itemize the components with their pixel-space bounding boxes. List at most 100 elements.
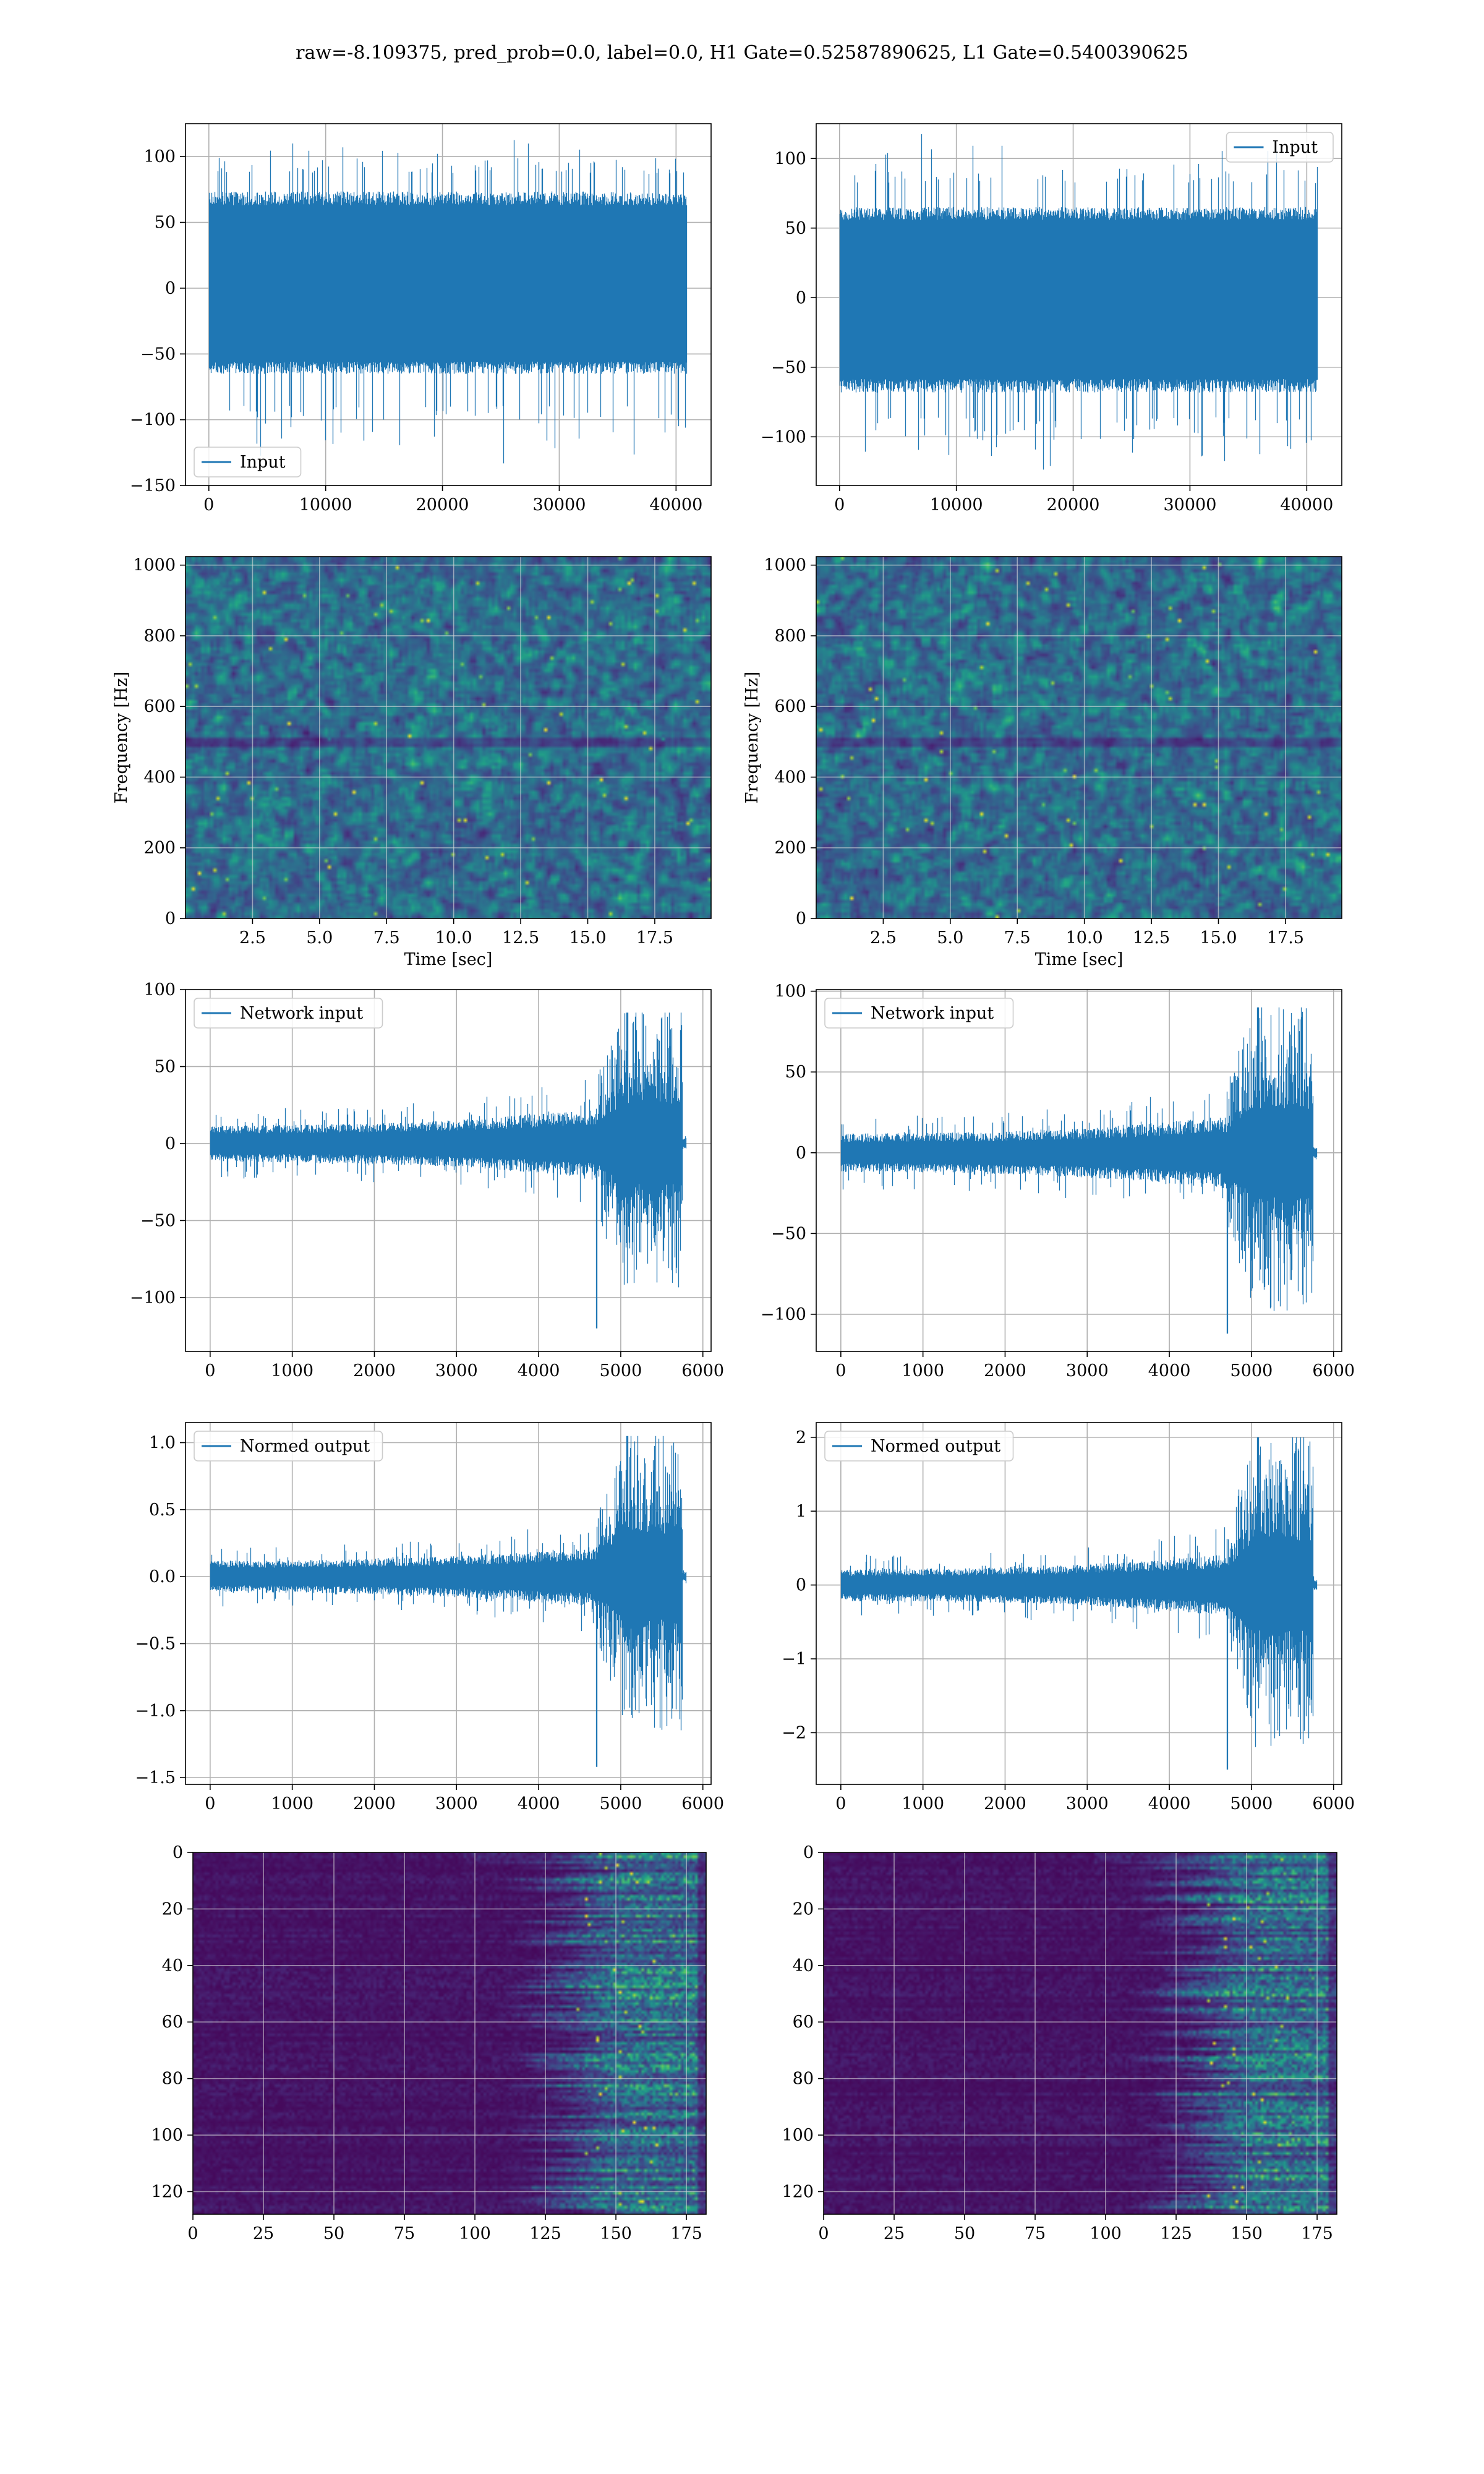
x-tick-label: 3000 [1066, 1361, 1109, 1380]
y-tick-label: −50 [140, 345, 176, 364]
y-tick-label: 200 [774, 839, 806, 858]
x-tick-label: 40000 [1280, 495, 1333, 515]
y-tick-label: −50 [771, 1224, 806, 1243]
plot-area [186, 990, 711, 1351]
x-tick-label: 0 [205, 1361, 215, 1380]
plot-area [816, 557, 1342, 918]
legend: Input [194, 447, 302, 477]
x-tick-label: 10.0 [435, 928, 472, 948]
y-tick-label: 50 [785, 1063, 806, 1082]
y-tick-label: 0 [796, 909, 806, 928]
panel-row2-right: 2.5 5.0 7.5 10.0 12.5 15.0 17.5 0 200 400 600 800 10… [743, 556, 1342, 969]
legend: Network input [824, 998, 1014, 1029]
x-tick-label: 25 [884, 2224, 905, 2243]
grid-lines [816, 557, 1342, 918]
y-tick-label: 400 [143, 768, 176, 787]
x-tick-label: 15.0 [569, 928, 606, 948]
y-tick-label: 800 [143, 627, 176, 646]
y-tick-label: 100 [774, 982, 806, 1001]
x-tick-label: 15.0 [1200, 928, 1237, 948]
series-line [208, 140, 688, 464]
y-tick-label: −50 [771, 358, 806, 377]
axes-frame [816, 989, 1342, 1352]
x-tick-label: 5.0 [937, 928, 963, 948]
legend-label: Normed output [240, 1437, 370, 1456]
y-tick-label: 100 [774, 149, 806, 168]
series-line [840, 1007, 1318, 1334]
panel-row4-left: 0 1000 2000 3000 4000 5000 6000 −1.5 −1.0 −0.5 0.0… [135, 1422, 724, 1813]
x-axis-label: Time [sec] [1035, 950, 1124, 969]
y-tick-label: 50 [155, 213, 176, 233]
x-tick-label: 50 [954, 2224, 975, 2243]
y-tick-label: 0 [165, 909, 176, 928]
x-tick-label: 2000 [353, 1361, 396, 1380]
heatmap-image [816, 557, 1342, 918]
axes-frame [185, 1422, 712, 1785]
x-tick-label: 0 [818, 2224, 829, 2243]
heatmap-image [824, 1852, 1337, 2214]
x-tick-label: 40000 [649, 495, 702, 515]
y-tick-label: 800 [774, 627, 806, 646]
x-tick-label: 5000 [600, 1794, 642, 1813]
axes-frame [185, 989, 712, 1352]
y-tick-label: 0.0 [149, 1567, 176, 1586]
y-tick-label: 1.0 [149, 1434, 176, 1453]
panel-row2-left: 2.5 5.0 7.5 10.0 12.5 15.0 17.5 0 200 400 600 800 10… [112, 556, 712, 969]
y-tick-label: 0 [796, 1144, 806, 1163]
x-tick-label: 4000 [1148, 1361, 1191, 1380]
legend: Input [1226, 132, 1334, 163]
y-tick-label: 1000 [764, 556, 806, 575]
plot-area [816, 1423, 1342, 1784]
legend-label: Input [1273, 138, 1318, 157]
panel-row1-left: 0 10000 20000 30000 40000 −150 −100 −50 0 50 100 In… [130, 123, 712, 515]
x-tick-label: 7.5 [373, 928, 400, 948]
x-tick-label: 12.5 [502, 928, 539, 948]
x-tick-label: 2.5 [239, 928, 266, 948]
y-tick-label: −2 [782, 1723, 806, 1742]
legend-box [194, 447, 302, 477]
x-tick-label: 30000 [532, 495, 586, 515]
plot-area [186, 1423, 711, 1784]
legend-box [824, 998, 1014, 1029]
panel-row5-right: 0 25 50 75 100 125 150 175 0 20 40 60 80 100 120 [782, 1843, 1337, 2243]
legend-label: Input [240, 453, 286, 472]
y-tick-label: 0 [796, 288, 806, 307]
x-tick-label: 4000 [518, 1361, 560, 1380]
plot-area [816, 124, 1342, 486]
plot-area [186, 124, 711, 486]
x-tick-label: 3000 [435, 1794, 478, 1813]
y-tick-label: 1 [796, 1502, 806, 1521]
series-line [210, 1012, 687, 1329]
x-tick-label: 5.0 [306, 928, 333, 948]
x-tick-label: 125 [1160, 2224, 1192, 2243]
legend-box [1226, 132, 1334, 163]
x-tick-label: 10000 [299, 495, 352, 515]
x-tick-label: 1000 [902, 1361, 944, 1380]
series-line [839, 134, 1318, 470]
y-tick-label: 120 [151, 2182, 183, 2201]
y-tick-label: 50 [785, 219, 806, 238]
x-tick-label: 2000 [984, 1794, 1026, 1813]
x-tick-label: 6000 [681, 1794, 724, 1813]
y-tick-label: 0 [165, 279, 176, 298]
plot-area [816, 990, 1342, 1351]
plot-area [824, 1852, 1337, 2214]
x-tick-label: 12.5 [1133, 928, 1170, 948]
x-tick-label: 125 [529, 2224, 561, 2243]
y-tick-label: 100 [151, 2126, 183, 2145]
y-tick-label: 200 [143, 839, 176, 858]
legend: Normed output [194, 1431, 383, 1462]
x-tick-label: 100 [1090, 2224, 1122, 2243]
y-tick-label: 0 [173, 1843, 183, 1862]
x-tick-label: 0 [835, 1794, 846, 1813]
x-tick-label: 75 [1025, 2224, 1046, 2243]
y-tick-label: −100 [130, 411, 176, 430]
y-tick-label: −100 [761, 1305, 806, 1324]
x-tick-label: 0 [203, 495, 214, 515]
grid-lines [186, 557, 711, 918]
legend-box [824, 1431, 1014, 1462]
axes-frame [816, 1422, 1342, 1785]
y-tick-label: 0 [796, 1576, 806, 1595]
y-tick-label: 100 [782, 2126, 814, 2145]
